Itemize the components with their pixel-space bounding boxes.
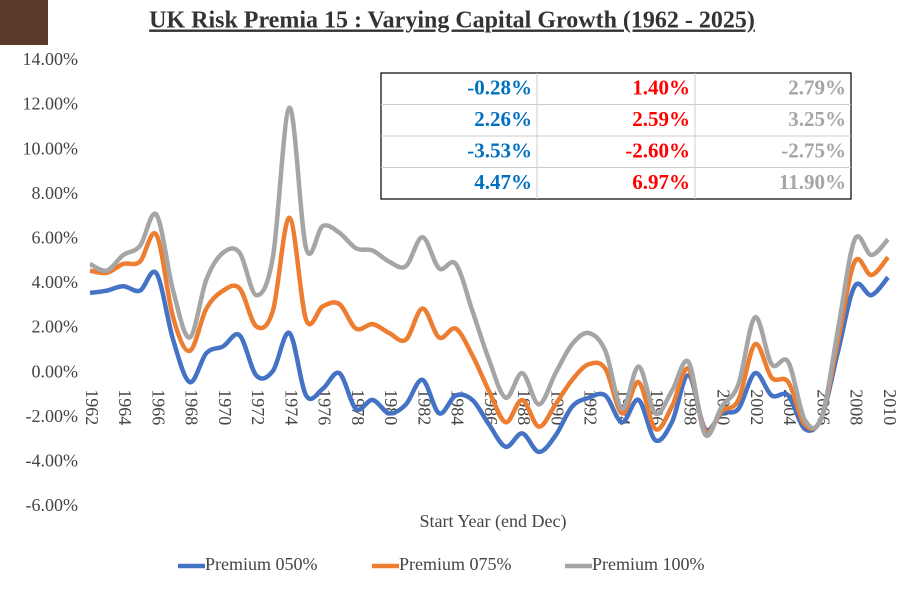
x-tick-label: 1962 — [82, 389, 102, 425]
series-line — [89, 215, 890, 435]
x-axis-title: Start Year (end Dec) — [420, 511, 567, 532]
y-tick-label: 12.00% — [23, 94, 79, 114]
x-tick-label: 1980 — [381, 389, 401, 425]
x-tick-label: 1978 — [348, 389, 368, 425]
y-tick-label: 14.00% — [23, 49, 79, 69]
table-cell: 6.97% — [632, 170, 690, 194]
x-tick-label: 1976 — [315, 389, 335, 425]
x-tick-label: 1964 — [115, 389, 135, 425]
y-tick-label: 8.00% — [32, 183, 79, 203]
x-tick-label: 1968 — [182, 389, 202, 425]
y-tick-label: -4.00% — [26, 451, 79, 471]
chart-title: UK Risk Premia 15 : Varying Capital Grow… — [149, 8, 755, 34]
y-tick-label: 10.00% — [23, 138, 79, 158]
thumbnail — [0, 0, 48, 45]
x-tick-label: 1970 — [215, 389, 235, 425]
legend-label: Premium 075% — [399, 554, 512, 574]
table-cell: 1.40% — [632, 76, 690, 100]
table-cell: -3.53% — [467, 139, 532, 163]
y-tick-label: -6.00% — [26, 495, 79, 515]
series-line — [89, 269, 890, 455]
x-tick-label: 2010 — [880, 389, 900, 425]
y-tick-label: 6.00% — [32, 228, 79, 248]
table-cell: 3.25% — [788, 107, 846, 131]
table-cell: 4.47% — [474, 170, 532, 194]
table-cell: 2.59% — [632, 107, 690, 131]
table-cell: -2.60% — [625, 139, 690, 163]
y-tick-label: 0.00% — [32, 361, 79, 381]
x-tick-label: 1988 — [514, 389, 534, 425]
x-tick-label: 1966 — [148, 389, 168, 425]
table-cell: -2.75% — [781, 139, 846, 163]
x-tick-label: 1974 — [281, 389, 301, 425]
legend-label: Premium 050% — [205, 554, 318, 574]
x-tick-label: 2002 — [747, 389, 767, 425]
table-cell: 2.26% — [474, 107, 532, 131]
table-cell: -0.28% — [467, 76, 532, 100]
y-tick-label: 2.00% — [32, 317, 79, 337]
x-tick-label: 1972 — [248, 389, 268, 425]
y-tick-label: 4.00% — [32, 272, 79, 292]
legend-label: Premium 100% — [592, 554, 705, 574]
table-cell: 2.79% — [788, 76, 846, 100]
x-tick-label: 2008 — [847, 389, 867, 425]
y-tick-label: -2.00% — [26, 406, 79, 426]
series-line — [88, 105, 890, 439]
x-tick-label: 1990 — [547, 389, 567, 425]
table-cell: 11.90% — [779, 170, 846, 194]
